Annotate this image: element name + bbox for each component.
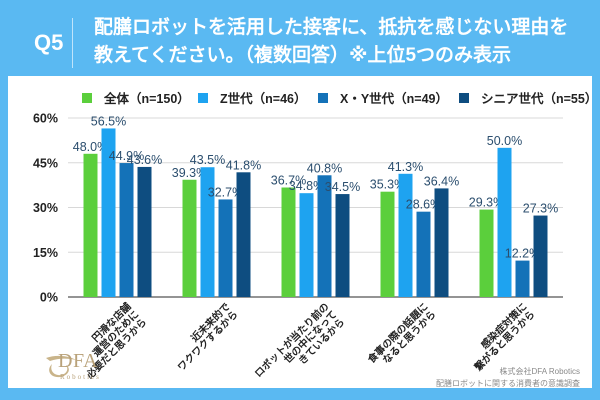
bar [416,211,431,297]
legend-item-all: 全体（n=150） [82,88,190,107]
source-note: 株式会社DFA Robotics 配膳ロボットに関する消費者の意識調査 [436,366,580,390]
legend-label-gen-xy: X・Y世代（n=49） [340,92,449,106]
data-label: 41.8% [226,158,261,172]
bar [182,179,197,297]
data-label: 35.3% [370,178,405,192]
data-label: 34.5% [325,180,360,194]
bar [83,153,98,297]
legend-swatch-gen-z [198,92,208,103]
y-tick-label: 0% [40,291,58,305]
logo-subtitle: Robotics [60,373,101,381]
header-divider [72,18,73,68]
y-tick-label: 60% [33,112,58,126]
legend-swatch-all [82,92,92,103]
bar [101,128,116,297]
legend-label-all: 全体（n=150） [104,92,190,106]
data-label: 41.3% [388,160,423,174]
bar [479,209,494,297]
data-label: 12.2% [505,247,540,261]
legend: 全体（n=150） Z世代（n=46） X・Y世代（n=49） シニア世代（n=… [0,88,600,108]
data-label: 29.3% [469,196,504,210]
bar [317,175,332,297]
bar [236,172,251,297]
legend-swatch-senior [459,92,469,103]
y-tick-label: 15% [33,246,58,260]
data-label: 43.6% [127,153,162,167]
bar [200,167,215,297]
data-label: 28.6% [406,198,441,212]
legend-swatch-gen-xy [318,92,328,103]
data-label: 50.0% [487,134,522,148]
bar [497,147,512,297]
data-label: 48.0% [73,140,108,154]
title-line-1: 配膳ロボットを活用した接客に、抵抗を感じない理由を [94,17,569,38]
title-line-2: 教えてください。（複数回答）※上位5つのみ表示 [94,45,512,66]
data-label: 56.5% [91,114,126,128]
bar [533,215,548,297]
bar [434,188,449,297]
question-number: Q5 [34,30,64,55]
bar [119,163,134,297]
bar [299,193,314,297]
source-survey: 配膳ロボットに関する消費者の意識調査 [436,379,580,388]
logo-name: DFA [58,350,99,372]
bar [137,166,152,297]
bar [218,199,233,297]
data-label: 36.7% [271,174,306,188]
bar [335,194,350,297]
bar [380,191,395,297]
bar [398,173,413,297]
question-title: 配膳ロボットを活用した接客に、抵抗を感じない理由を 教えてください。（複数回答）… [94,14,568,70]
y-tick-label: 45% [33,156,58,170]
data-label: 32.7% [208,185,243,199]
data-label: 36.4% [424,174,459,188]
y-tick-label: 30% [33,201,58,215]
data-label: 39.3% [172,166,207,180]
data-label: 44.9% [109,149,144,163]
data-label: 43.5% [190,153,225,167]
bar [515,260,530,297]
data-label: 34.8% [289,179,324,193]
legend-item-senior: シニア世代（n=55） [459,88,597,107]
data-label: 27.3% [523,202,558,216]
bar [281,187,296,297]
data-label: 40.8% [307,161,342,175]
legend-label-gen-z: Z世代（n=46） [220,92,307,106]
legend-item-gen-xy: X・Y世代（n=49） [318,88,448,107]
dfa-logo-icon [46,355,76,378]
header: Q5 配膳ロボットを活用した接客に、抵抗を感じない理由を 教えてください。（複数… [0,0,600,76]
legend-item-gen-z: Z世代（n=46） [198,88,306,107]
legend-label-senior: シニア世代（n=55） [481,92,598,106]
source-company: 株式会社DFA Robotics [499,367,580,376]
